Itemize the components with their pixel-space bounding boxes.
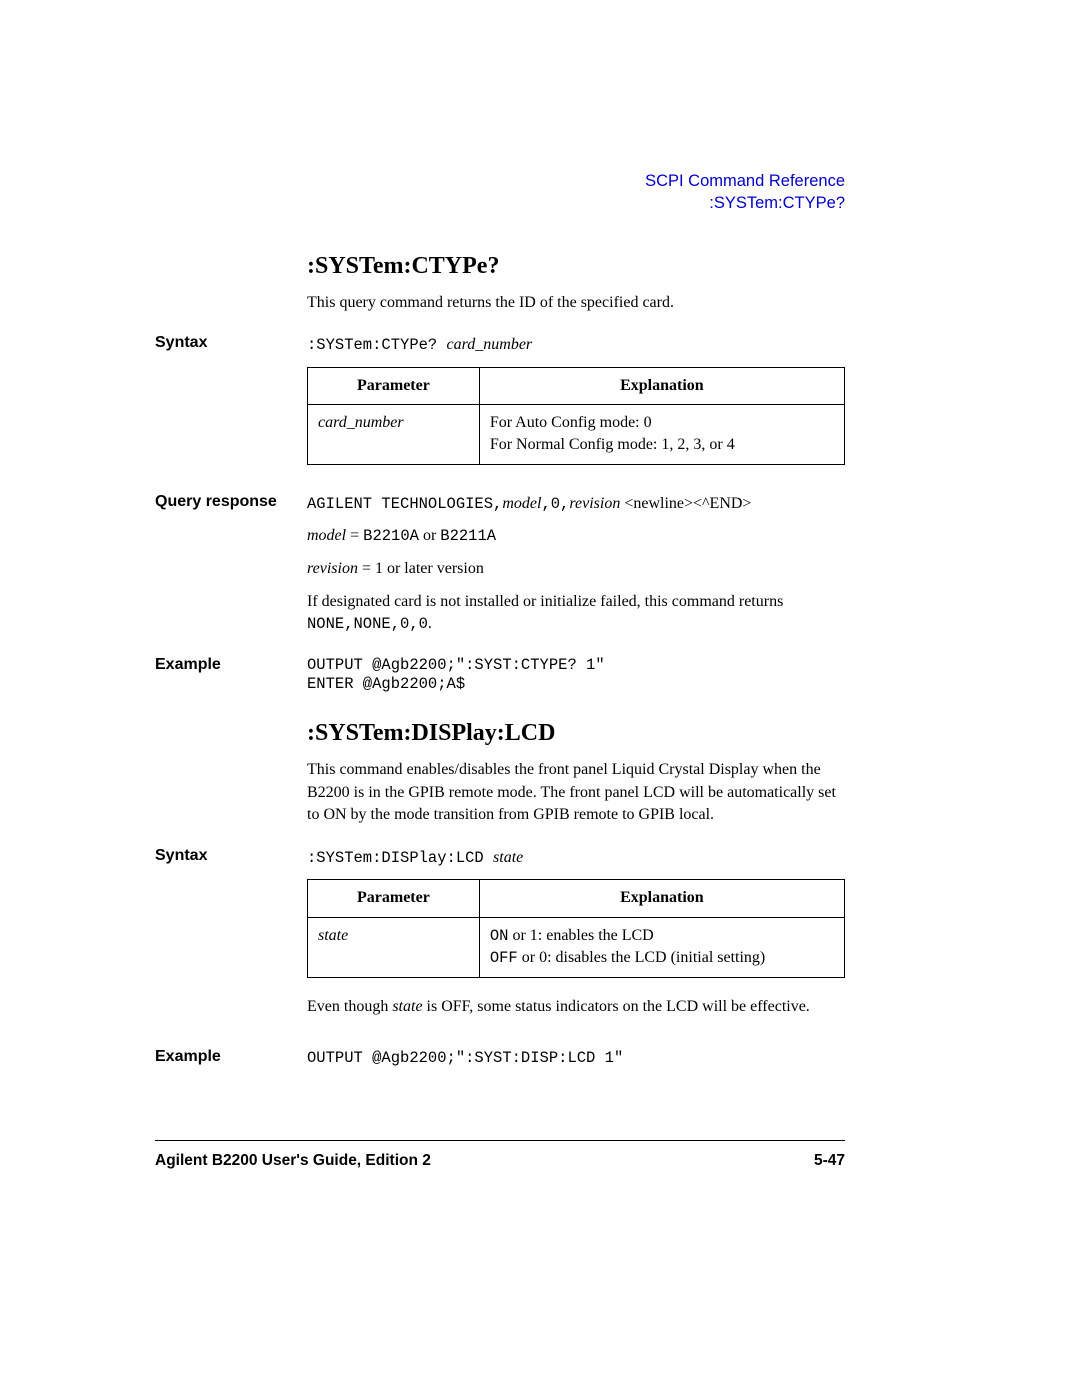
section2-description: This command enables/disables the front …	[307, 759, 845, 826]
syntax-label-2: Syntax	[155, 847, 307, 865]
footer-left: Agilent B2200 User's Guide, Edition 2	[155, 1152, 431, 1170]
qr-model: model	[502, 495, 541, 512]
qr-pre: AGILENT TECHNOLOGIES,	[307, 495, 502, 513]
note-pre: Even though	[307, 998, 392, 1015]
rev-i: revision	[307, 560, 358, 577]
query-response-body: AGILENT TECHNOLOGIES,model,0,revision <n…	[307, 493, 845, 646]
param-table-2: Parameter Explanation state ON or 1: ena…	[307, 879, 845, 978]
page-header: SCPI Command Reference :SYSTem:CTYPe?	[155, 170, 845, 215]
t2-e1b-m: OFF	[490, 949, 518, 967]
fail-pre: If designated card is not installed or i…	[307, 593, 783, 610]
t2-e1b-t: or 0: disables the LCD (initial setting)	[518, 949, 766, 966]
ex1-l2: ENTER @Agb2200;A$	[307, 675, 465, 693]
model-m1: B2210A	[363, 527, 419, 545]
qr-post: <newline><^END>	[620, 495, 751, 512]
t2-e1a-t: or 1: enables the LCD	[508, 927, 653, 944]
note-post: is OFF, some status indicators on the LC…	[423, 998, 810, 1015]
note-i: state	[392, 998, 422, 1015]
fail-mono: NONE,NONE,0,0	[307, 615, 428, 633]
query-response-label: Query response	[155, 493, 307, 511]
model-eq: =	[346, 527, 363, 544]
header-line1: SCPI Command Reference	[645, 172, 845, 190]
syntax-label-1: Syntax	[155, 334, 307, 352]
qr-mid1: ,0,	[541, 495, 569, 513]
example-body-1: OUTPUT @Agb2200;":SYST:CTYPE? 1" ENTER @…	[307, 656, 845, 695]
syntax-body-1: :SYSTem:CTYPe? card_number Parameter Exp…	[307, 334, 845, 483]
syntax2-cmd: :SYSTem:DISPlay:LCD	[307, 849, 493, 867]
t1-e1a: For Auto Config mode: 0	[490, 414, 652, 431]
section2-heading: :SYSTem:DISPlay:LCD	[307, 720, 845, 747]
model-i: model	[307, 527, 346, 544]
rev-t: = 1 or later version	[358, 560, 484, 577]
param-table-1: Parameter Explanation card_number For Au…	[307, 367, 845, 465]
syntax1-arg: card_number	[447, 336, 533, 353]
section1-heading: :SYSTem:CTYPe?	[307, 253, 845, 280]
section1-description: This query command returns the ID of the…	[307, 292, 845, 314]
model-or: or	[419, 527, 440, 544]
footer: Agilent B2200 User's Guide, Edition 2 5-…	[155, 1152, 845, 1170]
model-m2: B2211A	[440, 527, 496, 545]
t2-e1a-m: ON	[490, 927, 509, 945]
syntax-body-2: :SYSTem:DISPlay:LCD state Parameter Expl…	[307, 847, 845, 1029]
t2-p1: state	[308, 917, 480, 977]
t1-h1: Parameter	[308, 367, 480, 404]
t1-h2: Explanation	[479, 367, 844, 404]
example-body-2: OUTPUT @Agb2200;":SYST:DISP:LCD 1"	[307, 1048, 845, 1070]
syntax2-arg: state	[493, 849, 523, 866]
example-label-1: Example	[155, 656, 307, 674]
t2-h2: Explanation	[479, 880, 844, 917]
ex2-l1: OUTPUT @Agb2200;":SYST:DISP:LCD 1"	[307, 1049, 623, 1067]
example-label-2: Example	[155, 1048, 307, 1066]
fail-post: .	[428, 615, 432, 632]
t2-h1: Parameter	[308, 880, 480, 917]
ex1-l1: OUTPUT @Agb2200;":SYST:CTYPE? 1"	[307, 656, 605, 674]
t1-e1b: For Normal Config mode: 1, 2, 3, or 4	[490, 436, 735, 453]
t1-e1: For Auto Config mode: 0 For Normal Confi…	[479, 405, 844, 465]
qr-rev: revision	[569, 495, 620, 512]
syntax1-cmd: :SYSTem:CTYPe?	[307, 336, 447, 354]
header-line2: :SYSTem:CTYPe?	[709, 194, 845, 212]
t1-p1: card_number	[308, 405, 480, 465]
t2-e1: ON or 1: enables the LCD OFF or 0: disab…	[479, 917, 844, 977]
footer-rule	[155, 1140, 845, 1141]
footer-right: 5-47	[814, 1152, 845, 1170]
